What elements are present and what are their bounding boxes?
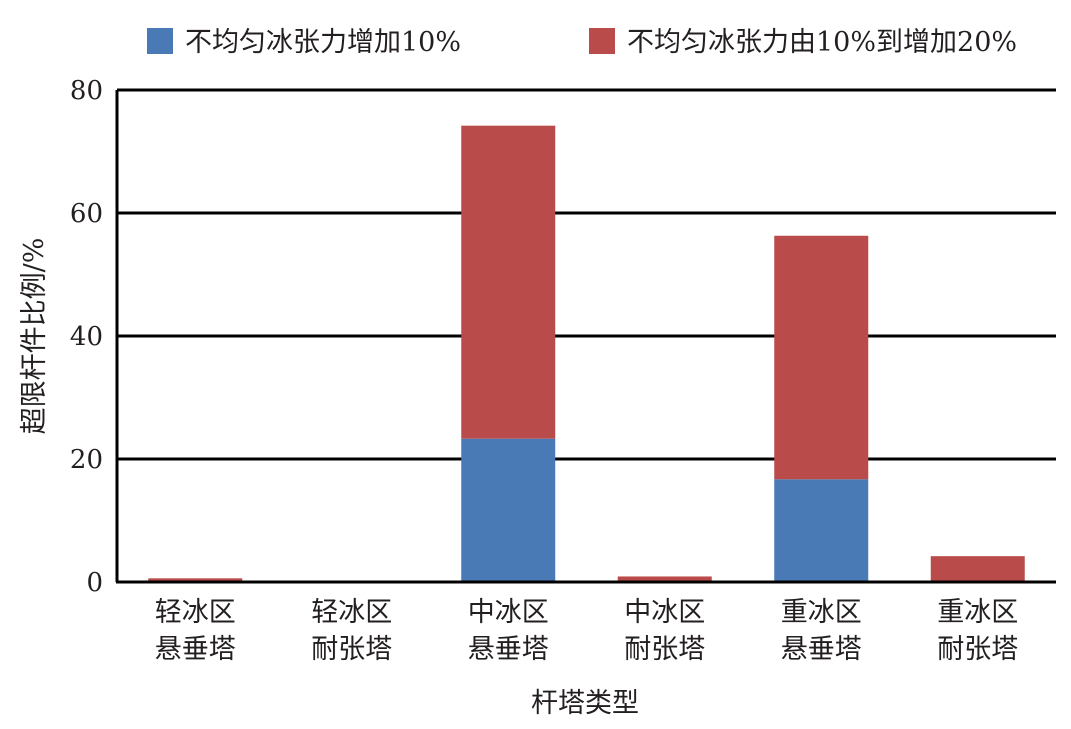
x-category-label: 轻冰区	[155, 597, 236, 628]
y-axis-title: 超限杆件比例/%	[19, 238, 50, 435]
y-tick-label: 60	[70, 199, 103, 229]
bar-segment-s1-c4	[774, 235, 869, 480]
y-tick-label: 80	[70, 76, 103, 106]
y-tick-label: 0	[86, 568, 103, 598]
x-category-label: 中冰区	[468, 597, 549, 628]
x-category-label: 重冰区	[781, 597, 862, 628]
x-category-label: 悬垂塔	[781, 634, 862, 665]
x-category-label: 中冰区	[624, 597, 705, 628]
x-category-label: 耐张塔	[937, 634, 1018, 665]
x-category-label: 悬垂塔	[155, 634, 236, 665]
x-axis-title: 杆塔类型	[531, 688, 639, 719]
x-category-label: 耐张塔	[311, 634, 392, 665]
legend-label-0: 不均匀冰张力增加10%	[185, 27, 461, 58]
gridlines	[117, 88, 1056, 461]
bars	[148, 125, 1025, 582]
axes	[115, 90, 1056, 584]
bar-segment-s1-c3	[617, 576, 712, 582]
legend-swatch-0	[147, 28, 173, 54]
x-category-label: 悬垂塔	[468, 634, 549, 665]
y-tick-label: 20	[70, 445, 103, 475]
bar-segment-s1-c5	[930, 556, 1025, 582]
x-category-label: 轻冰区	[311, 597, 392, 628]
bar-segment-s1-c2	[461, 125, 556, 439]
bar-segment-s1-c0	[148, 578, 243, 582]
legend: 不均匀冰张力增加10% 不均匀冰张力由10%到增加20%	[147, 27, 1017, 58]
y-tick-label: 40	[70, 322, 103, 352]
bar-segment-s0-c4	[774, 479, 869, 582]
legend-swatch-1	[589, 28, 615, 54]
y-tick-labels: 0 20 40 60 80	[70, 76, 103, 598]
legend-label-1: 不均匀冰张力由10%到增加20%	[627, 27, 1017, 58]
x-category-label: 重冰区	[937, 597, 1018, 628]
bar-segment-s0-c2	[461, 438, 556, 582]
x-category-label: 耐张塔	[624, 634, 705, 665]
